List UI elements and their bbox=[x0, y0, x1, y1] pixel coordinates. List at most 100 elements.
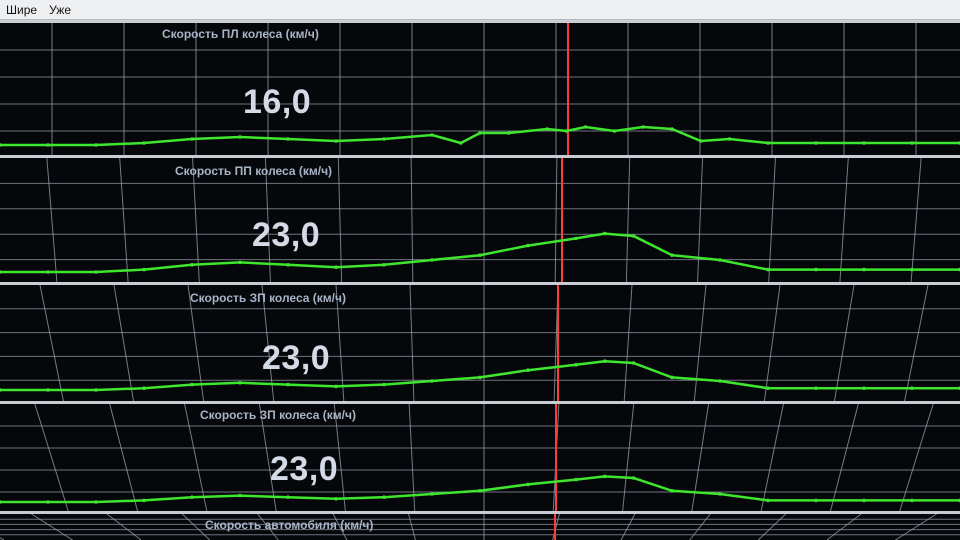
series-point bbox=[334, 497, 338, 501]
series-point bbox=[382, 382, 386, 387]
grid-line-vertical bbox=[335, 285, 345, 404]
series-point bbox=[286, 137, 290, 141]
series-point bbox=[603, 474, 607, 479]
chart-plot bbox=[0, 285, 960, 404]
series-point bbox=[910, 267, 914, 272]
grid-line-vertical bbox=[554, 158, 558, 285]
grid-line-vertical bbox=[620, 514, 636, 540]
grid-line-vertical bbox=[408, 404, 416, 514]
chart-plot bbox=[0, 158, 960, 285]
series-point bbox=[382, 495, 386, 499]
grid-line-vertical bbox=[826, 514, 862, 540]
series-point bbox=[526, 482, 530, 487]
grid-line-vertical bbox=[623, 285, 633, 404]
grid-line-vertical bbox=[829, 404, 859, 514]
series-point bbox=[766, 498, 770, 503]
series-point bbox=[526, 243, 530, 248]
grid-line-vertical bbox=[696, 158, 704, 285]
menu-narrower[interactable]: Уже bbox=[49, 2, 71, 17]
series-point bbox=[574, 477, 578, 482]
series-point bbox=[814, 141, 818, 145]
series-point bbox=[142, 498, 146, 503]
series-point bbox=[382, 137, 386, 141]
chart-panel-rr-wheel-speed-2: Скорость ЗП колеса (км/ч) 23,0 bbox=[0, 401, 960, 514]
grid-line-vertical bbox=[34, 404, 70, 514]
series-point bbox=[478, 253, 482, 257]
series-point bbox=[46, 270, 50, 274]
panel-title: Скорость ПЛ колеса (км/ч) bbox=[162, 27, 319, 41]
grid-line-vertical bbox=[839, 158, 849, 285]
panel-title: Скорость ЗП колеса (км/ч) bbox=[200, 408, 356, 422]
series-point bbox=[478, 489, 482, 493]
series-point bbox=[670, 489, 674, 493]
series-line bbox=[0, 232, 960, 274]
series-point bbox=[670, 253, 674, 257]
grid-line-vertical bbox=[109, 404, 139, 514]
series-point bbox=[766, 267, 770, 272]
series-point bbox=[286, 495, 290, 499]
grid-line-vertical bbox=[408, 514, 416, 540]
panel-title: Скорость ЗП колеса (км/ч) bbox=[190, 291, 346, 305]
series-point bbox=[238, 135, 242, 139]
series-point bbox=[574, 363, 578, 367]
panel-value: 16,0 bbox=[243, 83, 312, 121]
series-point bbox=[766, 386, 770, 390]
series-point bbox=[142, 141, 146, 145]
series-point bbox=[430, 258, 434, 262]
series-point bbox=[190, 495, 194, 499]
series-point bbox=[814, 498, 818, 503]
chart-plot bbox=[0, 23, 960, 158]
series-point bbox=[670, 127, 674, 131]
grid-line-vertical bbox=[46, 158, 58, 285]
series-point bbox=[0, 270, 2, 274]
grid-line-vertical bbox=[763, 285, 781, 404]
series-point bbox=[286, 382, 290, 387]
series-point bbox=[766, 141, 770, 145]
series-point bbox=[612, 129, 617, 133]
series-point bbox=[718, 258, 722, 262]
series-line bbox=[0, 359, 960, 392]
series-point bbox=[0, 143, 2, 147]
grid-line-vertical bbox=[690, 404, 710, 514]
menu-bar: Шире Уже bbox=[0, 0, 960, 20]
grid-line-vertical bbox=[39, 285, 65, 404]
series-point bbox=[478, 131, 482, 135]
grid-line-vertical bbox=[181, 514, 211, 540]
series-point bbox=[430, 492, 434, 496]
series-point bbox=[631, 361, 636, 365]
grid-line-vertical bbox=[113, 285, 135, 404]
series-point bbox=[94, 270, 98, 274]
series-point bbox=[0, 388, 2, 392]
series-point bbox=[46, 388, 50, 392]
grid-line-vertical bbox=[410, 158, 414, 285]
grid-line-vertical bbox=[0, 537, 5, 540]
series-point bbox=[190, 263, 194, 267]
series-point bbox=[382, 263, 386, 267]
series-point bbox=[430, 133, 434, 137]
grid-line-vertical bbox=[833, 285, 855, 404]
series-point bbox=[190, 382, 194, 387]
series-point bbox=[814, 267, 818, 272]
series-line bbox=[0, 125, 960, 147]
series-point bbox=[910, 498, 914, 503]
grid-line-vertical bbox=[895, 514, 937, 540]
grid-line-vertical bbox=[332, 514, 348, 540]
series-point bbox=[862, 141, 866, 145]
series-point bbox=[727, 137, 732, 141]
series-point bbox=[910, 141, 914, 145]
series-point bbox=[564, 129, 569, 133]
grid-line-vertical bbox=[768, 158, 776, 285]
series-point bbox=[334, 265, 338, 269]
menu-wider[interactable]: Шире bbox=[6, 2, 38, 17]
series-point bbox=[478, 375, 482, 380]
grid-line-vertical bbox=[337, 158, 343, 285]
series-line bbox=[0, 475, 960, 504]
chart-plot bbox=[0, 404, 960, 514]
panel-title: Скорость автомобиля (км/ч) bbox=[205, 518, 374, 532]
grid-line-vertical bbox=[898, 404, 934, 514]
grid-line-vertical bbox=[106, 514, 142, 540]
series-point bbox=[862, 498, 866, 503]
series-point bbox=[238, 260, 242, 265]
series-point bbox=[718, 492, 722, 496]
panel-title: Скорость ПП колеса (км/ч) bbox=[175, 164, 333, 178]
